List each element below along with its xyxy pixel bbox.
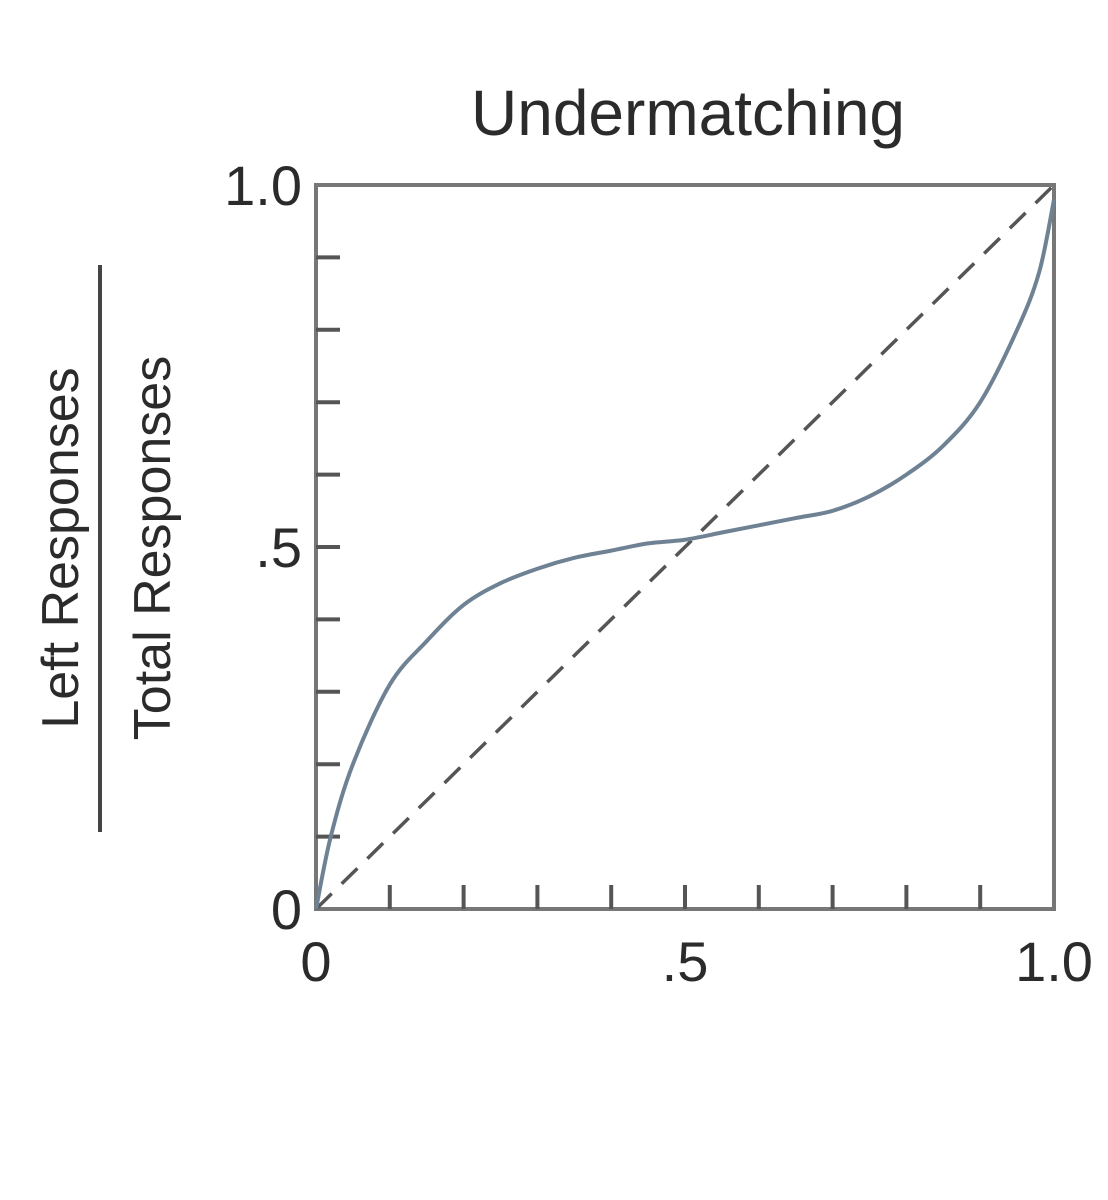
y-tick-label: 1.0 [224, 154, 302, 217]
x-minor-ticks [387, 885, 983, 909]
x-tick-label: .5 [662, 930, 709, 993]
y-tick-labels: 0 .5 1.0 [224, 154, 302, 941]
x-tick-labels: 0 .5 1.0 [300, 930, 1093, 993]
y-tick-label: 0 [271, 878, 302, 941]
x-tick-label: 1.0 [1015, 930, 1093, 993]
x-tick-label: 0 [300, 930, 331, 993]
y-axis-label-numerator: Left Responses [32, 367, 90, 728]
y-axis-label-denominator: Total Responses [124, 356, 182, 740]
y-tick-label: .5 [255, 516, 302, 579]
y-minor-ticks [316, 255, 340, 839]
y-axis-label: Left Responses Total Responses [32, 265, 182, 832]
chart-title: Undermatching [471, 77, 905, 149]
matching-line-dashed [314, 183, 1056, 911]
undermatching-curve [314, 199, 1056, 910]
